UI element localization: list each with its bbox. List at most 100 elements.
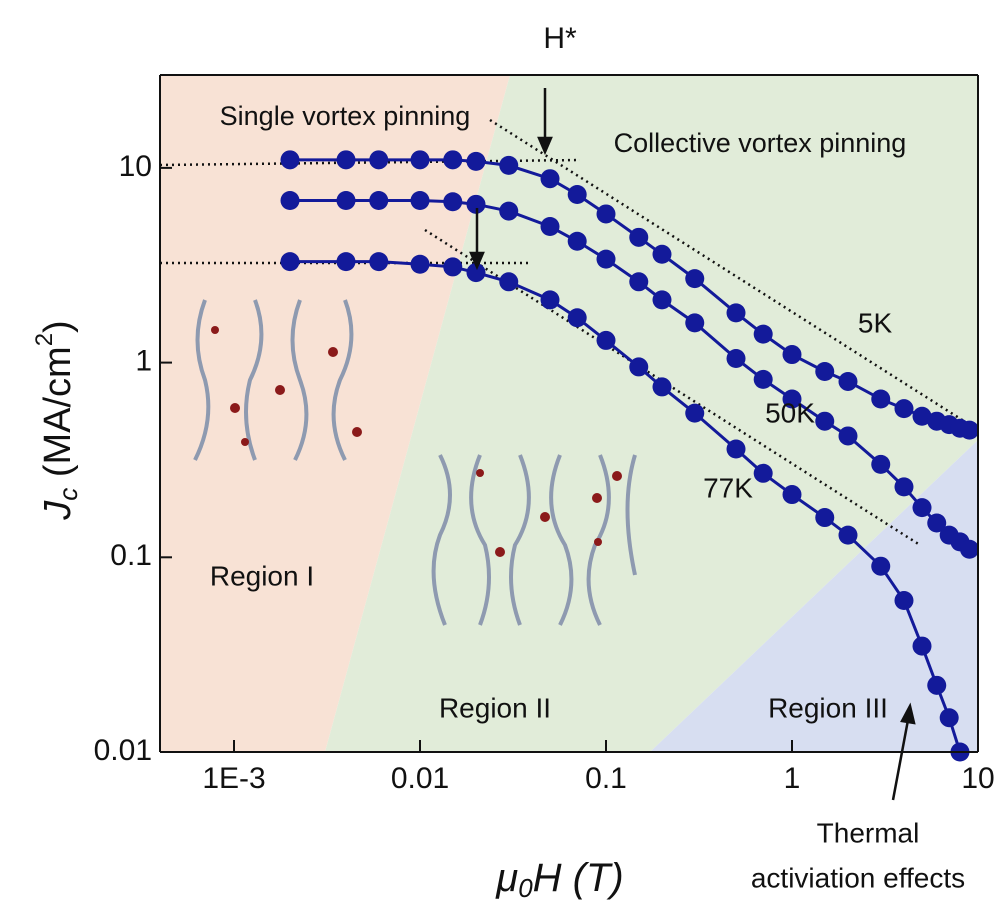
series-label: 77K — [703, 472, 753, 503]
x-tick-label: 1E-3 — [202, 762, 265, 795]
data-point — [540, 217, 560, 237]
pin — [230, 403, 240, 413]
vortex-line — [331, 299, 354, 461]
data-point — [894, 590, 914, 610]
vortex-line — [290, 299, 309, 461]
data-point — [838, 371, 858, 391]
y-tick-label: 10 — [119, 150, 152, 183]
data-point — [726, 439, 746, 459]
annotation: Region III — [768, 692, 888, 723]
annotation: Thermal — [817, 817, 920, 848]
y-tick-label: 0.1 — [110, 539, 152, 572]
data-point — [782, 389, 802, 409]
vortex-sketch — [193, 299, 637, 626]
arrow-head — [900, 702, 916, 725]
pin — [241, 438, 249, 446]
data-point — [567, 308, 587, 328]
x-tick-label: 0.01 — [391, 762, 449, 795]
data-point — [410, 254, 430, 274]
series-label: 50K — [765, 397, 815, 428]
pin — [612, 471, 622, 481]
data-point — [466, 263, 486, 283]
data-point — [912, 498, 932, 518]
vortex-line — [469, 454, 491, 626]
fit-line — [489, 118, 979, 432]
data-point — [927, 675, 947, 695]
y-axis-label: Jc (MA/cm2) — [31, 320, 83, 520]
data-point — [753, 324, 773, 344]
vortex-line — [549, 454, 574, 626]
pin — [540, 512, 550, 522]
vortex-line — [625, 454, 637, 576]
pin — [592, 493, 602, 503]
pin — [211, 326, 219, 334]
y-label-main: J — [37, 500, 79, 521]
x-label-rest: H (T) — [533, 856, 624, 900]
data-point — [959, 539, 979, 559]
data-point — [540, 290, 560, 310]
data-point — [753, 369, 773, 389]
data-point — [280, 252, 300, 272]
data-point — [596, 330, 616, 350]
data-point — [596, 249, 616, 269]
pin — [495, 547, 505, 557]
y-tick-label: 0.01 — [94, 734, 152, 767]
data-point — [410, 150, 430, 170]
data-point — [280, 191, 300, 211]
data-point — [410, 191, 430, 211]
annotation: Region II — [439, 692, 551, 723]
y-label-rest: (MA/cm — [37, 346, 79, 487]
data-point — [753, 463, 773, 483]
data-point — [336, 150, 356, 170]
data-point — [567, 185, 587, 205]
x-label-main: μ — [495, 856, 518, 900]
x-axis-label: μ0H (T) — [495, 856, 623, 903]
series-label: 5K — [858, 307, 893, 338]
data-point — [838, 426, 858, 446]
data-point — [466, 151, 486, 171]
data-point — [652, 290, 672, 310]
data-point — [871, 454, 891, 474]
x-tick-label: 1 — [784, 762, 801, 795]
data-point — [726, 303, 746, 323]
arrow-head — [469, 251, 485, 271]
data-point — [815, 362, 835, 382]
data-point — [685, 313, 705, 333]
vortex-line — [431, 454, 452, 626]
vortex-line — [586, 454, 611, 626]
data-point — [782, 345, 802, 365]
data-point — [838, 525, 858, 545]
data-point — [443, 192, 463, 212]
data-point — [369, 150, 389, 170]
pin — [352, 427, 362, 437]
data-point — [939, 708, 959, 728]
data-point — [894, 477, 914, 497]
vortex-line — [193, 299, 211, 461]
data-point — [815, 508, 835, 528]
annotation: Region I — [210, 560, 314, 591]
y-label-end: ) — [37, 320, 79, 333]
data-point — [596, 204, 616, 224]
data-point — [499, 201, 519, 221]
plot-layer — [280, 150, 979, 762]
annotation: Collective vortex pinning — [614, 128, 907, 158]
data-point — [652, 244, 672, 264]
data-point — [912, 636, 932, 656]
data-point — [629, 357, 649, 377]
data-point — [629, 272, 649, 292]
vortex-line — [244, 299, 264, 461]
data-point — [540, 169, 560, 189]
data-point — [369, 252, 389, 272]
data-point — [499, 272, 519, 292]
region-three-bg — [650, 440, 978, 752]
data-point — [685, 269, 705, 289]
data-point — [499, 155, 519, 175]
arrow-head — [537, 136, 553, 156]
data-point — [369, 191, 389, 211]
y-label-sub: c — [53, 488, 83, 501]
data-point — [336, 191, 356, 211]
pin — [275, 385, 285, 395]
data-point — [567, 231, 587, 251]
data-point — [443, 150, 463, 170]
